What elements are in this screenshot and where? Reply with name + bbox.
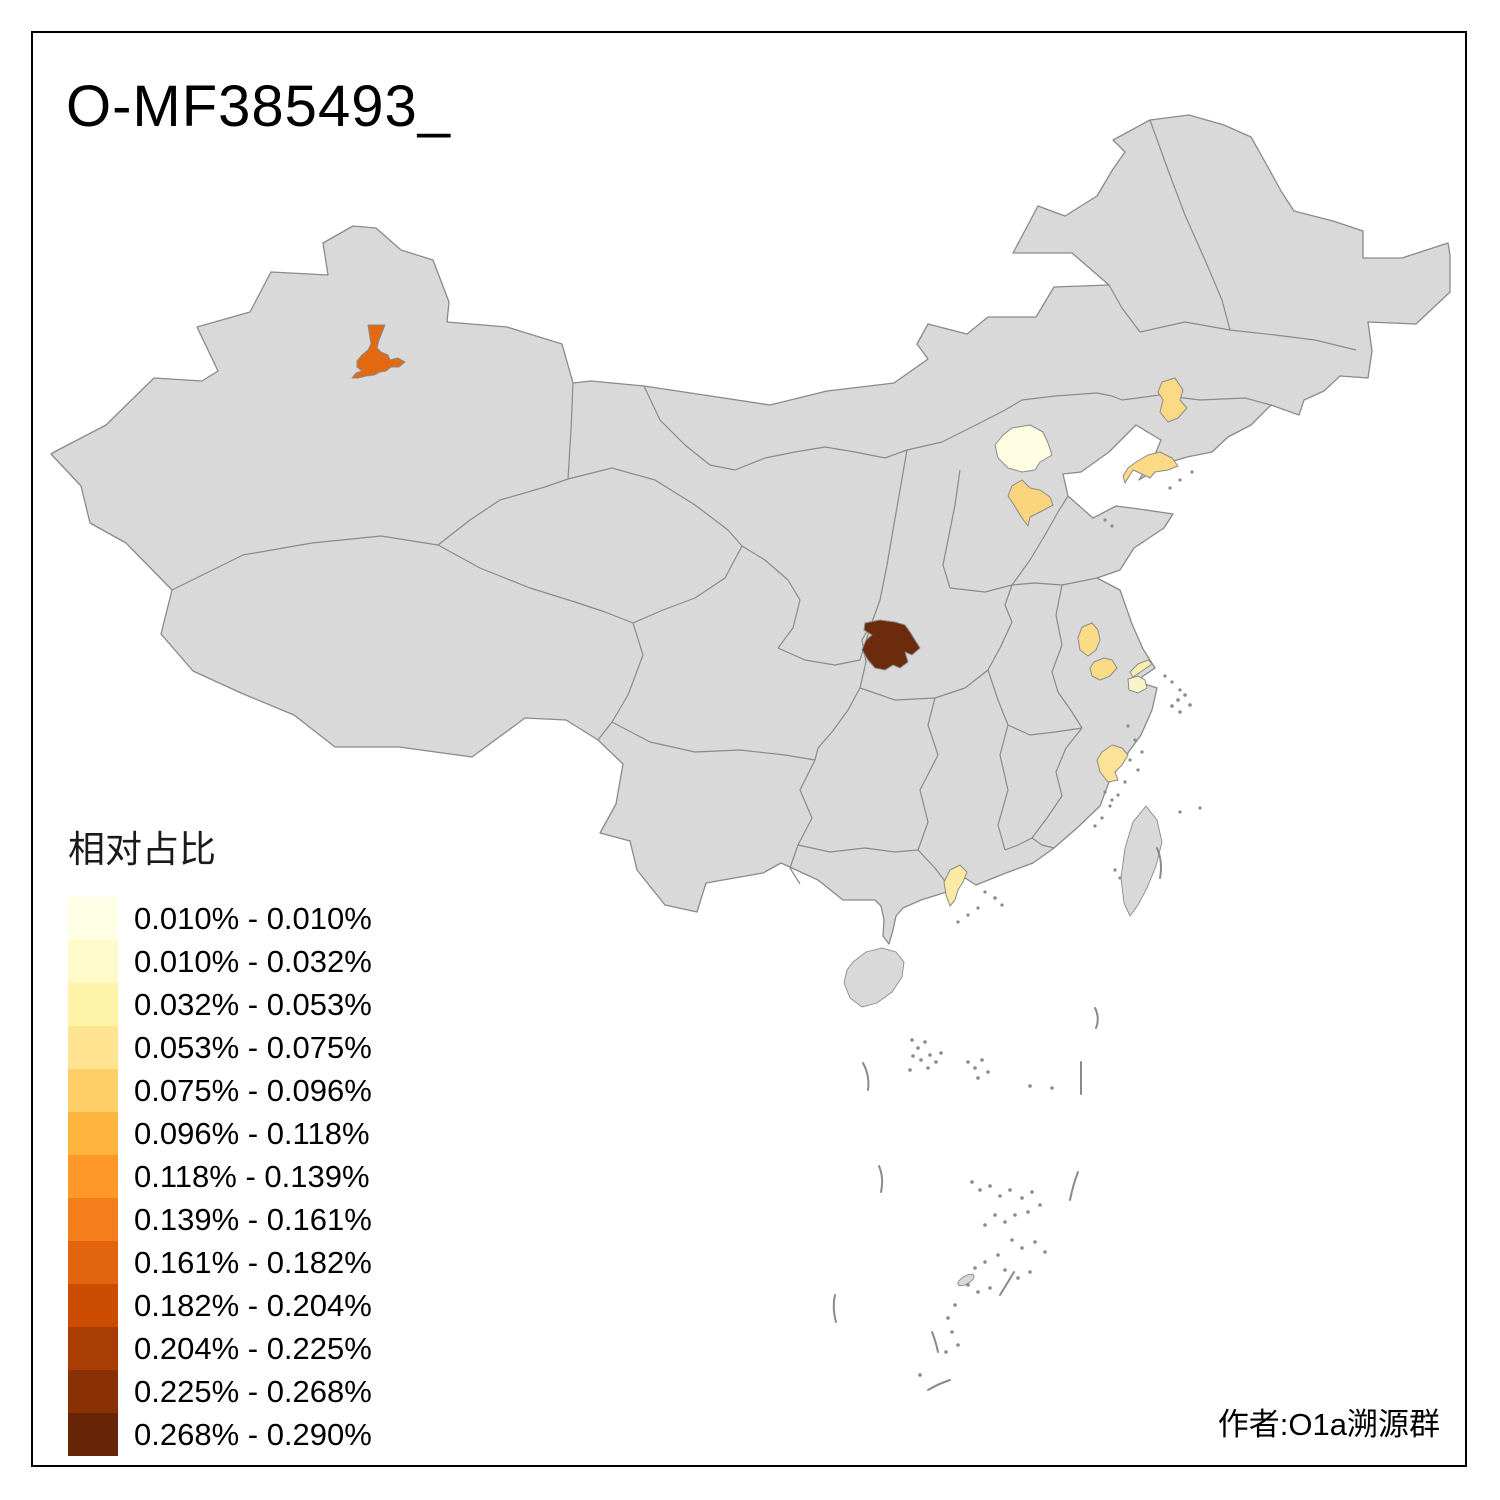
legend-label: 0.118% - 0.139% [134,1158,370,1194]
region-jiangsu-north [1077,622,1101,657]
legend-swatch [68,1284,118,1327]
legend-items: 0.010% - 0.010% 0.010% - 0.032% 0.032% - 0… [68,897,372,1456]
nine-dash-line [832,847,1162,1391]
legend-label: 0.204% - 0.225% [134,1330,372,1366]
legend-item: 0.010% - 0.010% [68,897,372,940]
legend-swatch [68,1069,118,1112]
legend-item: 0.139% - 0.161% [68,1198,372,1241]
region-beijing [994,424,1053,473]
legend-item: 0.182% - 0.204% [68,1284,372,1327]
legend-swatch [68,1026,118,1069]
figure-title: O-MF385493_ [66,74,451,139]
legend-label: 0.096% - 0.118% [134,1115,370,1151]
province-boundaries [171,119,1357,889]
legend-item: 0.161% - 0.182% [68,1241,372,1284]
legend-swatch [68,1155,118,1198]
legend-item: 0.032% - 0.053% [68,983,372,1026]
legend: 相对占比 0.010% - 0.010% 0.010% - 0.032% 0.032… [68,819,372,1456]
legend-item: 0.225% - 0.268% [68,1370,372,1413]
legend-swatch [68,897,118,940]
legend-item: 0.268% - 0.290% [68,1413,372,1456]
region-shanghai-area [1127,675,1148,694]
legend-swatch [68,1198,118,1241]
region-jiangsu-central [1089,657,1118,681]
legend-title: 相对占比 [68,829,216,870]
legend-label: 0.161% - 0.182% [134,1244,372,1280]
region-liaoning-central [1157,377,1188,423]
legend-label: 0.075% - 0.096% [134,1072,372,1108]
highlight-regions [351,324,1188,907]
legend-label: 0.139% - 0.161% [134,1201,372,1237]
legend-swatch [68,1241,118,1284]
legend-swatch [68,1112,118,1155]
legend-swatch [68,1327,118,1370]
legend-item: 0.204% - 0.225% [68,1327,372,1370]
legend-item: 0.118% - 0.139% [68,1155,372,1198]
region-henan-southwest [861,619,921,671]
legend-swatch [68,1370,118,1413]
attribution-text: 作者:O1a溯源群 [1217,1407,1440,1442]
region-zhejiang-wenzhou [1096,744,1129,783]
legend-item: 0.010% - 0.032% [68,940,372,983]
hainan-island [843,947,905,1008]
region-guangdong-central [943,864,968,907]
region-liaoning-dalian [1122,451,1179,484]
legend-item: 0.075% - 0.096% [68,1069,372,1112]
legend-swatch [68,1413,118,1456]
legend-swatch [68,983,118,1026]
legend-item: 0.053% - 0.075% [68,1026,372,1069]
legend-label: 0.010% - 0.032% [134,943,372,979]
region-xinjiang-changji [351,324,406,379]
legend-label: 0.053% - 0.075% [134,1029,372,1065]
legend-label: 0.268% - 0.290% [134,1416,372,1452]
legend-label: 0.182% - 0.204% [134,1287,372,1323]
plot-frame: O-MF385493_ 相对占比 0.010% - 0.010% 0.010% -… [31,31,1467,1467]
region-tianjin-south [1007,479,1054,527]
legend-swatch [68,940,118,983]
taiwan-island [1120,805,1163,917]
legend-label: 0.032% - 0.053% [134,986,372,1022]
sea-islands [908,470,1202,1377]
legend-item: 0.096% - 0.118% [68,1112,372,1155]
legend-label: 0.225% - 0.268% [134,1373,372,1409]
legend-label: 0.010% - 0.010% [134,900,372,936]
